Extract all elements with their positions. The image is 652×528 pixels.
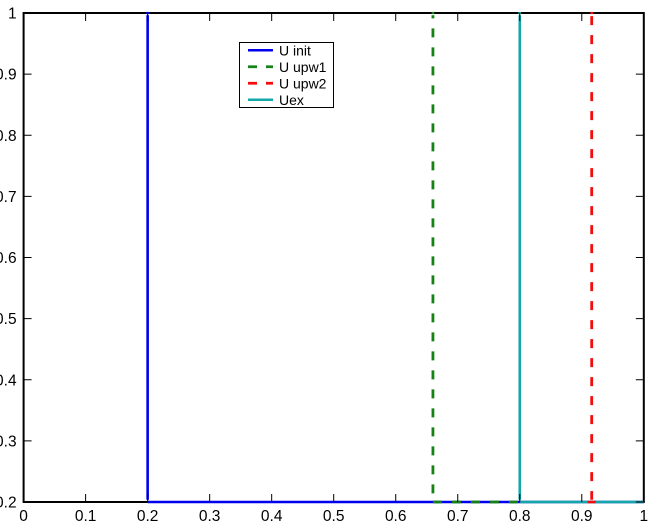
svg-text:0.2: 0.2: [0, 495, 17, 512]
svg-text:U init: U init: [279, 42, 311, 58]
svg-text:0.8: 0.8: [509, 508, 531, 523]
svg-text:0.4: 0.4: [0, 372, 17, 389]
svg-text:1: 1: [8, 6, 17, 23]
svg-text:1: 1: [639, 508, 648, 523]
svg-text:0.4: 0.4: [261, 508, 283, 523]
svg-text:0.7: 0.7: [447, 508, 469, 523]
svg-text:0.9: 0.9: [571, 508, 593, 523]
svg-text:0.6: 0.6: [0, 250, 17, 267]
svg-text:0.3: 0.3: [0, 433, 17, 450]
svg-text:0.5: 0.5: [323, 508, 345, 523]
svg-text:0.6: 0.6: [385, 508, 407, 523]
svg-text:0.7: 0.7: [0, 189, 17, 206]
svg-text:0.5: 0.5: [0, 311, 17, 328]
svg-text:Uex: Uex: [279, 92, 304, 108]
svg-text:U upw2: U upw2: [279, 75, 327, 91]
svg-text:0.1: 0.1: [75, 508, 97, 523]
svg-text:0.9: 0.9: [0, 67, 17, 84]
svg-text:0.2: 0.2: [137, 508, 159, 523]
svg-text:U upw1: U upw1: [279, 59, 327, 75]
svg-text:0: 0: [19, 508, 28, 523]
svg-text:0.8: 0.8: [0, 128, 17, 145]
svg-text:0.3: 0.3: [199, 508, 221, 523]
